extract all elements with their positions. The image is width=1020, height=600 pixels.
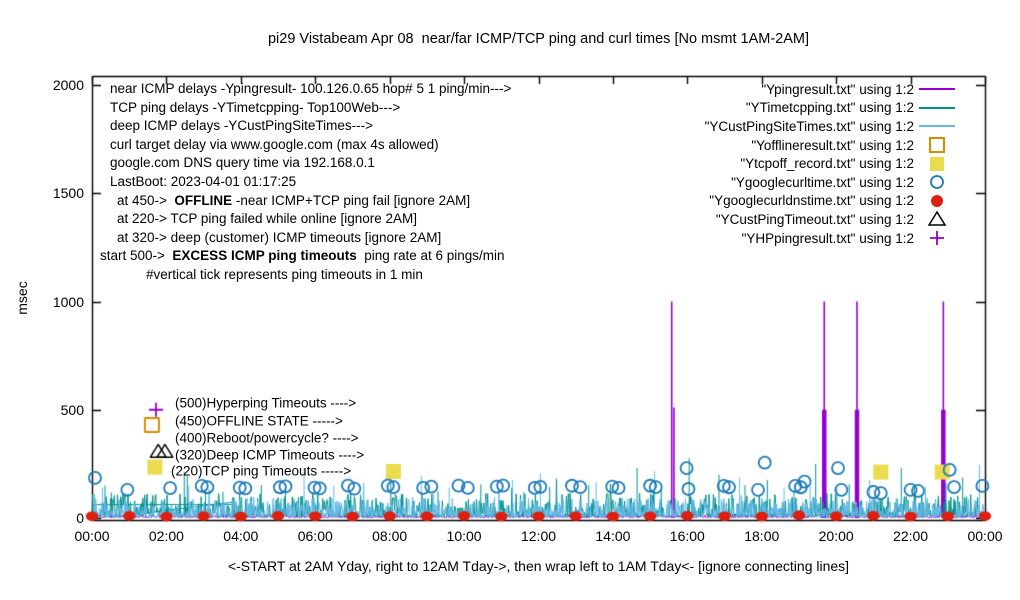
x-tick-label: 10:00 xyxy=(446,528,482,544)
legend-filled-square-icon xyxy=(914,155,960,173)
y-tick-label: 500 xyxy=(60,401,84,418)
legend-row: "Yofflineresult.txt" using 1:2 xyxy=(584,136,960,155)
legend-label: "YTimetcpping.txt" using 1:2 xyxy=(745,100,914,116)
info-line: google.com DNS query time via 192.168.0.… xyxy=(110,155,375,171)
y-tick-label: 2000 xyxy=(52,77,84,93)
x-tick-label: 18:00 xyxy=(744,528,780,544)
info-line: near ICMP delays -Ypingresult- 100.126.0… xyxy=(110,81,512,96)
y-tick-label: 1500 xyxy=(52,185,84,202)
info-line: #vertical tick represents ping timeouts … xyxy=(146,266,423,282)
legend-label: "Ytcpoff_record.txt" using 1:2 xyxy=(740,156,914,172)
x-tick-label: 06:00 xyxy=(297,528,333,544)
legend-label: "YCustPingSiteTimes.txt" using 1:2 xyxy=(704,118,914,134)
x-tick-label: 00:00 xyxy=(74,528,110,544)
info-text-block: near ICMP delays -Ypingresult- 100.126.0… xyxy=(100,80,511,285)
x-axis-label: <-START at 2AM Yday, right to 12AM Tday-… xyxy=(227,558,850,574)
y-tick-label: 1000 xyxy=(52,293,84,310)
legend-row: "YHPpingresult.txt" using 1:2 xyxy=(584,229,960,248)
x-tick-label: 22:00 xyxy=(893,528,929,544)
legend-label: "Ygooglecurltime.txt" using 1:2 xyxy=(731,174,914,190)
chart-annotation: (400)Reboot/powercycle? ----> xyxy=(175,430,359,446)
info-line: LastBoot: 2023-04-01 01:17:25 xyxy=(110,173,297,189)
info-line: TCP ping delays -YTimetcpping- Top100Web… xyxy=(110,99,401,115)
legend-label: "Yofflineresult.txt" using 1:2 xyxy=(751,137,914,153)
x-tick-label: 00:00 xyxy=(967,528,1003,544)
legend-label: "YCustPingTimeout.txt" using 1:2 xyxy=(715,211,914,227)
legend: "Ypingresult.txt" using 1:2 "YTimetcpping… xyxy=(584,80,960,247)
legend-row: "YCustPingTimeout.txt" using 1:2 xyxy=(584,210,960,229)
legend-row: "Ygooglecurldnstime.txt" using 1:2 xyxy=(584,192,960,211)
info-line: at 320-> deep (customer) ICMP timeouts [… xyxy=(117,229,442,245)
legend-row: "YTimetcpping.txt" using 1:2 xyxy=(584,99,960,118)
chart-title: pi29 Vistabeam Apr 08 near/far ICMP/TCP … xyxy=(267,31,809,47)
legend-row: "Ytcpoff_record.txt" using 1:2 xyxy=(584,154,960,173)
legend-open-square-icon xyxy=(914,136,960,154)
legend-row: "Ypingresult.txt" using 1:2 xyxy=(584,80,960,99)
legend-row: "Ygooglecurltime.txt" using 1:2 xyxy=(584,173,960,192)
x-tick-label: 08:00 xyxy=(372,528,408,544)
chart-annotation: (220)TCP ping Timeouts -----> xyxy=(171,463,352,479)
x-tick-label: 02:00 xyxy=(148,528,184,544)
info-line: at 220-> TCP ping failed while online [i… xyxy=(117,211,418,227)
info-line: start 500-> EXCESS ICMP ping timeouts pi… xyxy=(100,248,505,264)
legend-line-icon xyxy=(914,99,960,117)
legend-open-circle-icon xyxy=(914,173,960,191)
x-tick-label: 20:00 xyxy=(818,528,854,544)
legend-row: "YCustPingSiteTimes.txt" using 1:2 xyxy=(584,117,960,136)
info-line: curl target delay via www.google.com (ma… xyxy=(110,136,439,152)
chart-annotation: (450)OFFLINE STATE -----> xyxy=(175,413,343,429)
legend-label: "YHPpingresult.txt" using 1:2 xyxy=(741,230,914,246)
y-tick-label: 0 xyxy=(76,510,84,526)
legend-line-icon xyxy=(914,80,960,98)
legend-line-icon xyxy=(914,117,960,135)
chart-annotation: (500)Hyperping Timeouts ----> xyxy=(175,395,357,411)
info-line: at 450-> OFFLINE -near ICMP+TCP ping fai… xyxy=(117,192,471,208)
chart-annotation: (320)Deep ICMP Timeouts ----> xyxy=(175,447,365,463)
legend-label: "Ygooglecurldnstime.txt" using 1:2 xyxy=(709,193,914,209)
legend-label: "Ypingresult.txt" using 1:2 xyxy=(761,81,914,97)
x-tick-label: 12:00 xyxy=(520,528,557,544)
info-line: deep ICMP delays -YCustPingSiteTimes---> xyxy=(110,118,373,134)
x-tick-label: 04:00 xyxy=(223,528,259,544)
legend-plus-icon xyxy=(914,229,960,247)
x-tick-label: 16:00 xyxy=(669,528,705,544)
legend-open-triangle-icon xyxy=(914,210,960,228)
x-tick-label: 14:00 xyxy=(595,528,631,544)
legend-filled-circle-icon xyxy=(914,192,960,210)
